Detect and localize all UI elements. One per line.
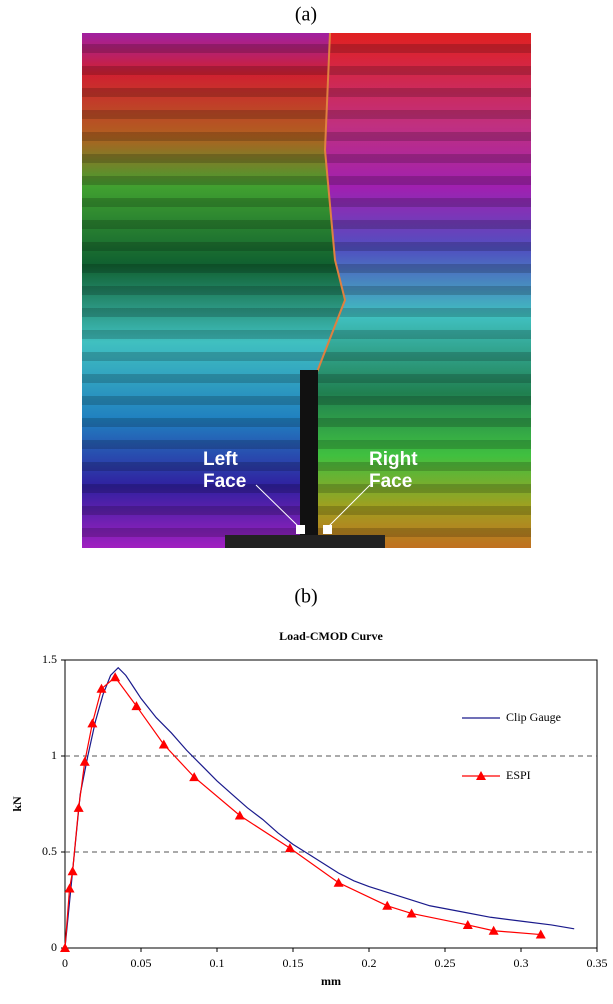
y-tick-label: 0 xyxy=(51,940,57,954)
x-axis-label: mm xyxy=(321,974,341,988)
x-tick-label: 0.3 xyxy=(514,956,529,970)
plot-area xyxy=(64,659,598,949)
photo-label: Right Face xyxy=(369,449,418,492)
data-point xyxy=(535,929,546,939)
y-axis-label: kN xyxy=(10,796,24,812)
data-point xyxy=(60,943,70,952)
x-tick-label: 0.2 xyxy=(362,956,377,970)
y-tick-label: 1.5 xyxy=(42,652,57,666)
data-point xyxy=(73,802,84,812)
x-tick-label: 0.25 xyxy=(435,956,456,970)
data-point xyxy=(488,925,499,935)
data-point xyxy=(96,683,107,693)
data-point xyxy=(131,701,142,711)
data-point xyxy=(406,908,417,918)
data-point xyxy=(462,919,473,929)
data-point xyxy=(234,810,245,820)
legend-label: Clip Gauge xyxy=(506,710,561,724)
data-point xyxy=(79,756,90,766)
data-point xyxy=(158,739,169,749)
x-tick-label: 0.1 xyxy=(210,956,225,970)
y-tick-label: 0.5 xyxy=(42,844,57,858)
panel-label: (b) xyxy=(294,586,317,608)
data-point xyxy=(189,772,200,782)
data-point xyxy=(382,900,393,910)
data-point xyxy=(64,883,75,893)
x-tick-label: 0.15 xyxy=(283,956,304,970)
legend-label: ESPI xyxy=(506,768,531,782)
data-point xyxy=(333,877,344,887)
series-line xyxy=(64,666,575,949)
x-tick-label: 0 xyxy=(62,956,68,970)
chart-title: Load-CMOD Curve xyxy=(279,629,383,643)
x-tick-label: 0.05 xyxy=(131,956,152,970)
data-point xyxy=(284,843,295,853)
data-point xyxy=(87,718,98,728)
x-tick-label: 0.35 xyxy=(587,956,608,970)
data-point xyxy=(67,866,78,876)
y-tick-label: 1 xyxy=(51,748,57,762)
data-point xyxy=(110,672,121,682)
photo-label: Left Face xyxy=(203,449,247,492)
photo xyxy=(82,32,531,548)
panel-label: (a) xyxy=(295,4,317,26)
legend-marker xyxy=(476,771,486,780)
